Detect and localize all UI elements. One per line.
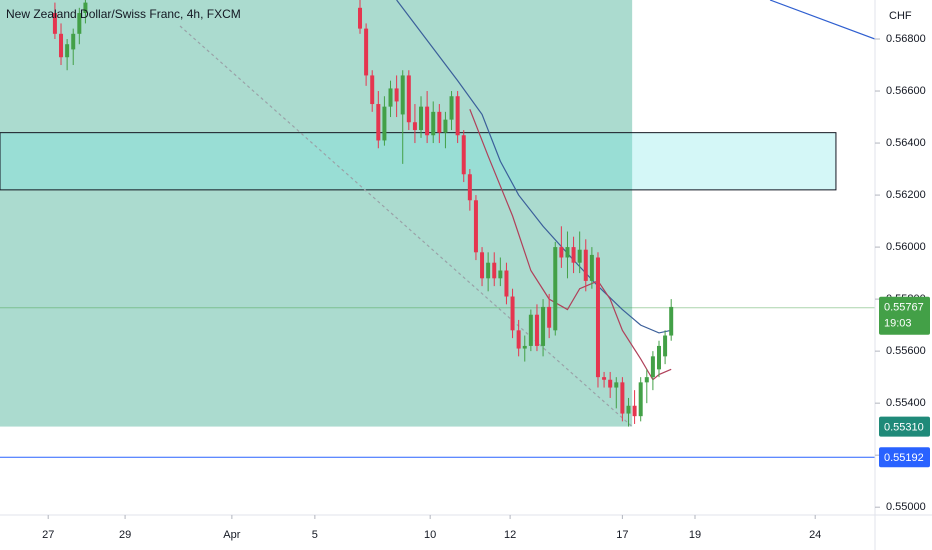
y-tick-label: 0.56200 bbox=[886, 189, 926, 201]
x-tick-label: Apr bbox=[223, 529, 240, 541]
candle-body bbox=[449, 96, 454, 120]
current-price-box bbox=[879, 296, 930, 335]
candle-body bbox=[370, 75, 375, 105]
candle-body bbox=[614, 382, 619, 388]
candle-body bbox=[510, 296, 515, 331]
candle-body bbox=[486, 262, 491, 279]
x-tick-label: 19 bbox=[689, 529, 701, 541]
candle-body bbox=[583, 249, 588, 281]
y-tick-label: 0.56400 bbox=[886, 137, 926, 149]
x-tick-label: 17 bbox=[616, 529, 628, 541]
candle-body bbox=[382, 106, 387, 141]
candle-body bbox=[577, 249, 582, 263]
candle-body bbox=[376, 104, 381, 141]
countdown: 19:03 bbox=[884, 318, 912, 330]
candle-body bbox=[602, 377, 607, 380]
candle-body bbox=[608, 379, 613, 388]
candle-body bbox=[400, 75, 405, 115]
candle-body bbox=[65, 44, 70, 58]
candle-body bbox=[638, 382, 643, 417]
candle-body bbox=[589, 254, 594, 281]
x-tick-label: 29 bbox=[119, 529, 131, 541]
candle-body bbox=[632, 405, 637, 417]
candle-body bbox=[425, 106, 430, 136]
candle-body bbox=[394, 88, 399, 102]
candle-body bbox=[553, 247, 558, 331]
level-label-box bbox=[879, 416, 930, 437]
candle-body bbox=[52, 13, 57, 34]
candle-body bbox=[504, 270, 509, 297]
candle-body bbox=[480, 252, 485, 279]
x-tick-label: 12 bbox=[504, 529, 516, 541]
candle-body bbox=[412, 122, 417, 131]
candle-body bbox=[571, 247, 576, 263]
candle-body bbox=[626, 405, 631, 414]
candle-body bbox=[559, 247, 564, 258]
candle-body bbox=[492, 262, 497, 279]
candle-body bbox=[516, 330, 521, 349]
dashed-line bbox=[179, 25, 633, 428]
candle-body bbox=[650, 356, 655, 378]
candle-body bbox=[565, 247, 570, 258]
moving-average bbox=[396, 0, 672, 334]
candle-body bbox=[620, 382, 625, 414]
candle-body bbox=[71, 33, 76, 50]
trendline bbox=[769, 0, 875, 40]
y-tick-label: 0.56000 bbox=[886, 241, 926, 253]
position-box bbox=[0, 0, 633, 427]
level-label: 0.55192 bbox=[884, 452, 924, 464]
candle-body bbox=[406, 75, 411, 123]
candle-body bbox=[437, 111, 442, 133]
currency: CHF bbox=[889, 10, 912, 22]
candle-body bbox=[522, 345, 527, 349]
y-tick-label: 0.55000 bbox=[886, 501, 926, 513]
moving-average bbox=[469, 109, 672, 381]
x-tick-label: 10 bbox=[424, 529, 436, 541]
candle-body bbox=[358, 7, 363, 29]
x-tick-label: 5 bbox=[312, 529, 318, 541]
candle-body bbox=[644, 377, 649, 383]
current-price-label: 0.55767 bbox=[884, 302, 924, 314]
y-tick-label: 0.55400 bbox=[886, 397, 926, 409]
candle-body bbox=[419, 106, 424, 131]
candle-body bbox=[77, 13, 82, 34]
candle-body bbox=[669, 306, 674, 336]
candle-body bbox=[528, 314, 533, 346]
candle-body bbox=[461, 135, 466, 175]
candle-body bbox=[443, 119, 448, 133]
zone bbox=[0, 132, 837, 191]
candle-body bbox=[467, 174, 472, 201]
candle-body bbox=[595, 257, 600, 378]
level-label-box bbox=[879, 447, 930, 468]
x-tick-label: 24 bbox=[809, 529, 821, 541]
candle-body bbox=[83, 2, 88, 14]
candle-body bbox=[541, 306, 546, 346]
candle-body bbox=[534, 314, 539, 346]
y-tick-label: 0.56800 bbox=[886, 33, 926, 45]
candle-body bbox=[364, 28, 369, 76]
level-label: 0.55310 bbox=[884, 421, 924, 433]
candle-body bbox=[431, 111, 436, 136]
candle-body bbox=[455, 96, 460, 136]
candle-body bbox=[656, 345, 661, 370]
candle-body bbox=[59, 33, 64, 58]
x-tick-label: 27 bbox=[42, 529, 54, 541]
chart-title: New Zealand Dollar/Swiss Franc, 4h, FXCM bbox=[6, 7, 241, 21]
candle-body bbox=[547, 306, 552, 328]
candle-body bbox=[498, 270, 503, 279]
plot-area bbox=[0, 0, 875, 458]
y-tick-label: 0.56600 bbox=[886, 85, 926, 97]
candle-body bbox=[663, 335, 668, 357]
candle-body bbox=[473, 200, 478, 253]
candle-body bbox=[388, 88, 393, 107]
y-tick-label: 0.55600 bbox=[886, 345, 926, 357]
